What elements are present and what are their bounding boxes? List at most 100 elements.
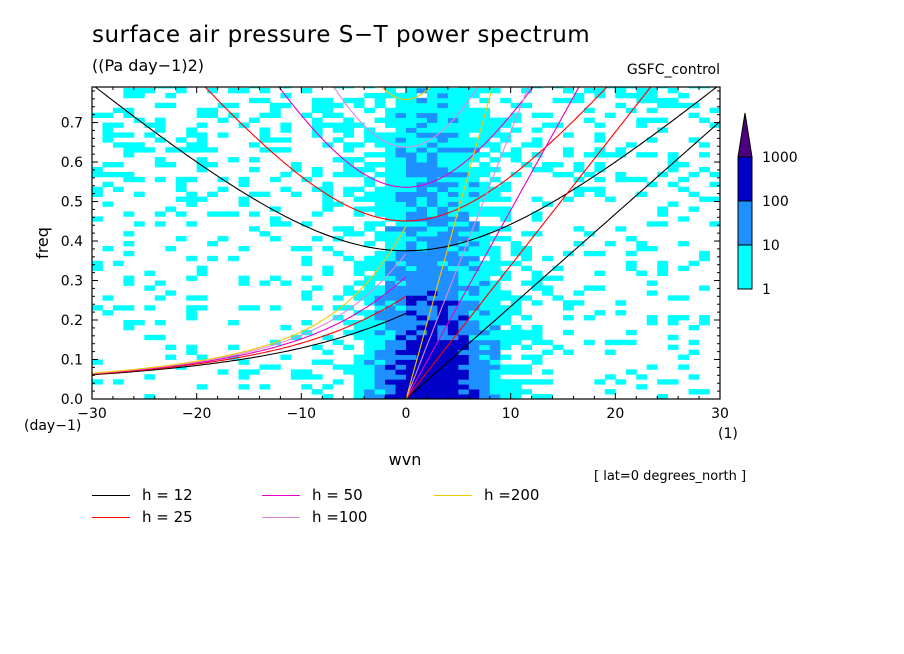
spectrum-cell xyxy=(458,206,470,212)
spectrum-cell xyxy=(573,166,585,173)
spectrum-cell xyxy=(374,142,386,148)
spectrum-cell xyxy=(406,206,417,212)
spectrum-cell xyxy=(667,102,679,109)
spectrum-cell xyxy=(426,191,438,197)
spectrum-cell xyxy=(468,344,480,351)
spectrum-cell xyxy=(144,122,156,128)
spectrum-cell xyxy=(447,176,459,183)
spectrum-cell xyxy=(395,285,407,291)
spectrum-cell xyxy=(542,369,553,375)
spectrum-cell xyxy=(552,171,564,178)
spectrum-cell xyxy=(552,295,564,301)
y-tick-label: 0.2 xyxy=(61,313,83,329)
spectrum-cell xyxy=(657,265,669,272)
spectrum-cell xyxy=(458,226,470,232)
spectrum-cell xyxy=(123,241,135,247)
spectrum-cell xyxy=(437,275,449,281)
spectrum-cell xyxy=(395,191,407,197)
spectrum-cell xyxy=(144,374,156,380)
spectrum-cell xyxy=(395,260,407,267)
spectrum-cell xyxy=(374,275,386,281)
spectrum-cell xyxy=(249,305,260,311)
spectrum-cell xyxy=(552,344,564,351)
spectrum-cell xyxy=(186,221,198,227)
spectrum-cell xyxy=(343,285,355,291)
spectrum-cell xyxy=(489,157,501,163)
spectrum-cell xyxy=(416,231,428,237)
spectrum-cell xyxy=(489,206,501,212)
spectrum-cell xyxy=(542,394,553,399)
spectrum-cell xyxy=(583,285,595,291)
spectrum-cell xyxy=(426,364,438,370)
spectrum-cell xyxy=(709,107,720,114)
spectrum-cell xyxy=(458,166,470,173)
spectrum-cell xyxy=(395,221,407,227)
spectrum-cell xyxy=(447,250,459,257)
legend-label: h = 25 xyxy=(142,508,193,526)
spectrum-cell xyxy=(416,255,428,262)
y-tick-label: 0.5 xyxy=(61,195,83,211)
spectrum-cell xyxy=(426,117,438,123)
spectrum-cell xyxy=(604,87,616,89)
spectrum-cell xyxy=(447,92,459,99)
spectrum-cell xyxy=(385,171,396,178)
spectrum-cell xyxy=(709,171,720,178)
spectrum-cell xyxy=(207,147,218,153)
colorbar-label: 1000 xyxy=(762,150,798,166)
spectrum-cell xyxy=(426,310,438,316)
spectrum-cell xyxy=(447,290,459,296)
spectrum-cell xyxy=(521,334,532,341)
spectrum-cell xyxy=(196,122,208,128)
spectrum-cell xyxy=(406,329,417,336)
spectrum-cell xyxy=(468,255,480,262)
spectrum-cell xyxy=(395,176,407,183)
spectrum-cell xyxy=(374,354,386,360)
spectrum-cell xyxy=(479,260,491,267)
spectrum-cell xyxy=(374,374,386,380)
spectrum-cell xyxy=(468,92,480,99)
spectrum-cell xyxy=(154,127,166,133)
y-tick-label: 0.0 xyxy=(61,392,83,408)
spectrum-cell xyxy=(447,349,459,355)
spectrum-cell xyxy=(531,137,543,143)
spectrum-cell xyxy=(395,359,407,365)
spectrum-cell xyxy=(479,186,491,193)
spectrum-cell xyxy=(479,231,491,237)
spectrum-cell xyxy=(238,196,250,202)
spectrum-cell xyxy=(500,305,512,311)
spectrum-cell xyxy=(175,87,187,89)
spectrum-cell xyxy=(426,112,438,119)
spectrum-cell xyxy=(426,87,438,94)
spectrum-cell xyxy=(416,260,428,267)
spectrum-cell xyxy=(510,324,522,331)
spectrum-cell xyxy=(385,329,396,336)
spectrum-cell xyxy=(657,260,669,267)
spectrum-cell xyxy=(364,369,375,375)
spectrum-cell xyxy=(447,236,459,242)
spectrum-cell xyxy=(259,97,271,104)
spectrum-cell xyxy=(406,359,417,365)
spectrum-cell xyxy=(458,97,470,104)
spectrum-cell xyxy=(678,315,689,321)
spectrum-cell xyxy=(437,394,449,399)
spectrum-cell xyxy=(249,166,260,173)
spectrum-cell xyxy=(395,270,407,276)
spectrum-cell xyxy=(563,349,574,355)
spectrum-cell xyxy=(406,295,417,301)
spectrum-cell xyxy=(332,157,344,163)
spectrum-cell xyxy=(395,216,407,222)
spectrum-cell xyxy=(447,171,459,178)
spectrum-cell xyxy=(343,147,355,153)
spectrum-cell xyxy=(144,305,156,311)
spectrum-cell xyxy=(479,97,491,104)
spectrum-cell xyxy=(416,107,428,114)
spectrum-cell xyxy=(657,87,669,89)
spectrum-cell xyxy=(364,349,375,355)
spectrum-cell xyxy=(301,320,313,326)
spectrum-cell xyxy=(646,290,658,296)
spectrum-cell xyxy=(385,216,396,222)
spectrum-cell xyxy=(657,127,669,133)
spectrum-cell xyxy=(406,241,417,247)
spectrum-cell xyxy=(311,374,323,380)
spectrum-cell xyxy=(259,112,271,119)
